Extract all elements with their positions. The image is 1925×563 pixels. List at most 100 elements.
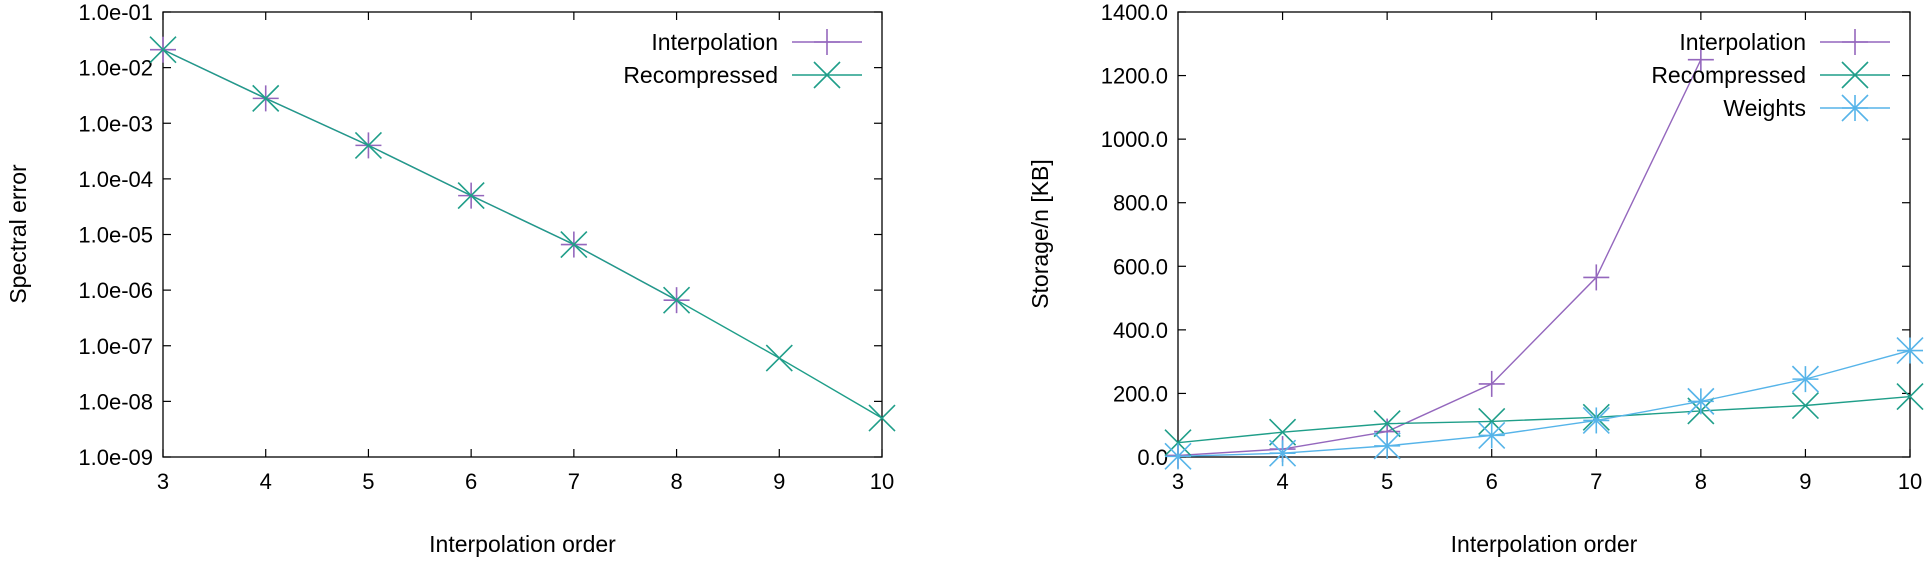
panel-1-ytick-label-8: 1.0e-01 [78, 0, 153, 25]
panel-1-xtick-label-5: 5 [362, 469, 374, 494]
panel-2-series-interpolation-line [1178, 59, 1702, 457]
panel-1-ytick-label-2: 1.0e-07 [78, 334, 153, 359]
panel-1-series-recompressed-point-5-stroke-1 [663, 286, 691, 314]
panel-1-ytick-label-5: 1.0e-04 [78, 167, 153, 192]
panel-2-series-weights-point-6 [1791, 365, 1819, 393]
panel-2-series-recompressed-point-7 [1896, 383, 1924, 411]
panel-2-series-weights-point-1 [1269, 439, 1297, 467]
panel-2-series-recompressed-point-1-stroke-1 [1269, 418, 1297, 446]
panel-1-series-recompressed-point-1 [252, 84, 280, 112]
panel-2-series-weights-point-1-stroke-3 [1269, 439, 1297, 467]
panel-1-legend-marker-recompressed-stroke-1 [813, 61, 841, 89]
panel-2-series-recompressed-point-6-stroke-1 [1791, 391, 1819, 420]
panel-2-legend-label-weights: Weights [1723, 95, 1806, 121]
panel-2-legend-marker-recompressed-stroke-1 [1841, 61, 1869, 89]
panel-2-series-recompressed-point-0-stroke-1 [1164, 429, 1192, 457]
panel-1-series-recompressed-point-5 [663, 286, 691, 314]
panel-1-xtick-label-10: 10 [870, 469, 894, 494]
panel-2-series-recompressed-point-6 [1791, 391, 1819, 420]
panel-2-ytick-label-7: 1400.0 [1101, 0, 1168, 25]
panel-2-series-recompressed-point-2-stroke-1 [1373, 410, 1401, 438]
panel-2-series-recompressed-point-7-stroke-1 [1896, 383, 1924, 411]
panel-1-legend-label-recompressed: Recompressed [623, 62, 778, 88]
panel-1-series-recompressed-point-4 [560, 230, 588, 259]
panel-2-series-weights-point-7 [1896, 336, 1924, 365]
panel-2-series-interpolation [1178, 59, 1702, 457]
panel-1-series-recompressed-point-2 [354, 131, 382, 159]
panel-2-series-weights-point-5-stroke-3 [1687, 387, 1715, 415]
panel-1-ytick-label-7: 1.0e-02 [78, 56, 153, 81]
panel-2-series-recompressed-line [1178, 395, 1910, 444]
panel-1-ytick-label-0: 1.0e-09 [78, 445, 153, 470]
panel-2-series-weights-markers [1164, 336, 1924, 470]
panel-1: 3 4 5 6 7 8 9 10 1.0e-09 1.0e-08 1.0e-07 1.0e-06 1.0… [5, 0, 896, 557]
panel-2-series-weights-point-2 [1373, 432, 1401, 460]
panel-1-legend: Interpolation Recompressed [623, 29, 862, 89]
panel-2-xtick-label-4: 4 [1276, 469, 1288, 494]
panel-1-series-recompressed-point-4-stroke-1 [560, 230, 588, 259]
panel-2-x-axis-title: Interpolation order [1451, 531, 1638, 557]
panel-2-ytick-label-5: 1000.0 [1101, 127, 1168, 152]
panel-1-ytick-label-1: 1.0e-08 [78, 389, 153, 414]
panel-1-ytick-label-4: 1.0e-05 [78, 223, 153, 248]
panel-2-series-recompressed-point-0 [1164, 429, 1192, 457]
panel-2-series-weights [1178, 349, 1910, 457]
panel-2-ytick-label-0: 0.0 [1137, 445, 1168, 470]
panel-2-series-recompressed-point-2 [1373, 410, 1401, 438]
panel-1-series-recompressed-point-7 [868, 404, 896, 432]
panel-2-legend-marker-weights-stroke-3 [1841, 94, 1869, 122]
panel-1-series-recompressed-markers [149, 36, 896, 432]
panel-2-series-interpolation-point-5 [1687, 46, 1714, 73]
panel-2-legend-label-interpolation: Interpolation [1679, 29, 1806, 55]
panel-2-xtick-label-7: 7 [1590, 469, 1602, 494]
panel-2-series-weights-point-0-stroke-3 [1164, 442, 1192, 470]
panel-2-legend-label-recompressed: Recompressed [1651, 62, 1806, 88]
panel-1-xtick-label-8: 8 [670, 469, 682, 494]
panel-1-series-recompressed-point-0-stroke-1 [149, 36, 177, 64]
panel-1-xtick-label-9: 9 [773, 469, 785, 494]
panel-1-x-axis-title: Interpolation order [429, 531, 616, 557]
panel-1-series-recompressed-point-1-stroke-1 [252, 84, 280, 112]
panel-2-xtick-label-10: 10 [1898, 469, 1922, 494]
panel-1-ytick-label-6: 1.0e-03 [78, 111, 153, 136]
panel-2-series-weights-point-4-stroke-3 [1582, 406, 1610, 435]
panel-1-legend-marker-recompressed [813, 61, 841, 89]
panel-2-xtick-label-5: 5 [1381, 469, 1393, 494]
panel-2-series-weights-point-0 [1164, 442, 1192, 470]
panel-1-series-recompressed-line [163, 49, 882, 419]
panel-2-xtick-label-3: 3 [1172, 469, 1184, 494]
panel-2-ytick-label-3: 600.0 [1113, 254, 1168, 279]
panel-2-series-interpolation-markers [1165, 46, 1714, 469]
panel-2-series-recompressed-markers [1164, 383, 1924, 457]
panel-2-legend: Interpolation Recompressed Weights [1651, 29, 1890, 122]
panel-2-series-recompressed-point-1 [1269, 418, 1297, 446]
panel-2-series-recompressed-point-3 [1478, 407, 1506, 435]
panel-1-y-axis-title: Spectral error [5, 164, 31, 304]
panel-2-series-weights-point-3 [1478, 421, 1506, 449]
panel-2-series-weights-point-3-stroke-3 [1478, 421, 1506, 449]
panel-1-series-recompressed-point-6-stroke-1 [765, 344, 793, 372]
panel-2-ytick-label-6: 1200.0 [1101, 64, 1168, 89]
panel-2-xtick-label-9: 9 [1799, 469, 1811, 494]
panel-2-series-weights-point-5 [1687, 387, 1715, 415]
panel-1-legend-label-interpolation: Interpolation [651, 29, 778, 55]
panel-1-series-recompressed-point-3-stroke-1 [457, 182, 485, 210]
panel-1-series-recompressed-point-3 [457, 182, 485, 210]
panel-1-series-interpolation [163, 49, 677, 301]
panel-1-xtick-label-6: 6 [465, 469, 477, 494]
panel-1-series-recompressed-point-2-stroke-1 [354, 131, 382, 159]
panel-1-series-recompressed [163, 49, 882, 419]
panel-2-series-interpolation-point-3 [1478, 370, 1505, 397]
panel-1-ytick-label-3: 1.0e-06 [78, 278, 153, 303]
panel-2-series-recompressed [1178, 395, 1910, 444]
panel-2-ytick-label-1: 200.0 [1113, 381, 1168, 406]
panel-1-series-recompressed-point-7-stroke-1 [868, 404, 896, 432]
panel-2-series-weights-line [1178, 349, 1910, 457]
panel-2-series-weights-point-2-stroke-3 [1373, 432, 1401, 460]
panel-1-xtick-label-3: 3 [157, 469, 169, 494]
panel-2: 3 4 5 6 7 8 9 10 0.0 200.0 400.0 600.0 800.0 1000.0 12… [1027, 0, 1924, 557]
panel-1-xtick-label-7: 7 [568, 469, 580, 494]
panel-2-series-recompressed-point-3-stroke-1 [1478, 407, 1506, 435]
panel-2-legend-marker-recompressed [1841, 61, 1869, 89]
